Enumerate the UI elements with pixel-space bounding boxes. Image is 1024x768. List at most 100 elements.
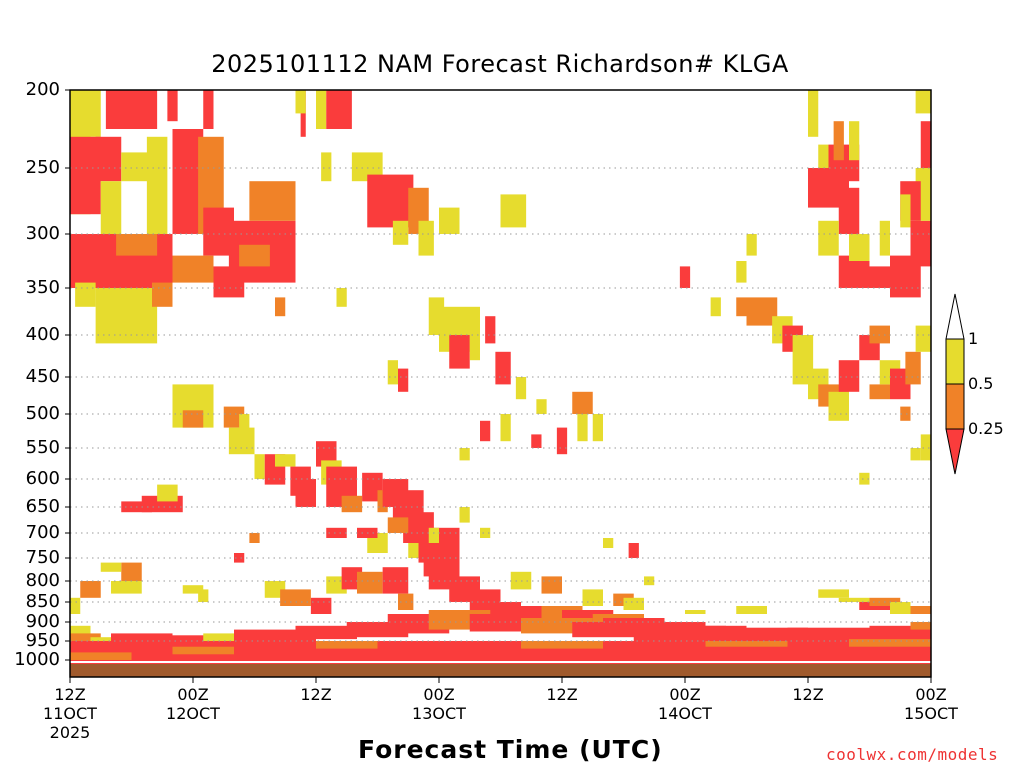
- heatmap-cell: [736, 297, 747, 317]
- y-tick-label: 850: [25, 591, 60, 612]
- heatmap-cell: [572, 391, 593, 414]
- heatmap-cell: [121, 562, 142, 581]
- heatmap-cell: [849, 234, 870, 261]
- heatmap-cell: [469, 330, 480, 361]
- heatmap-cell: [387, 360, 398, 385]
- x-tick-label-line: 15OCT: [904, 704, 958, 723]
- heatmap-cell: [500, 414, 511, 442]
- x-tick-label: 00Z 12OCT: [153, 685, 233, 723]
- heatmap-cell: [357, 571, 383, 594]
- heatmap-cell: [849, 121, 860, 161]
- heatmap-cell: [833, 121, 844, 161]
- heatmap-cell: [254, 454, 265, 479]
- heatmap-cell: [167, 90, 178, 122]
- surface-line: [70, 661, 931, 663]
- x-tick-label-line: 13OCT: [412, 704, 466, 723]
- surface-band: [70, 664, 931, 677]
- heatmap-cells: [70, 90, 931, 677]
- heatmap-cell: [100, 181, 122, 234]
- heatmap-cell: [828, 391, 849, 421]
- heatmap-cell: [382, 567, 409, 594]
- y-tick-label: 250: [25, 157, 60, 178]
- heatmap-cell: [95, 136, 122, 182]
- x-tick-label: 00Z 14OCT: [645, 685, 725, 723]
- heatmap-cell: [111, 581, 142, 594]
- colorbar-label: 1: [968, 329, 979, 348]
- heatmap-cell: [367, 174, 414, 228]
- heatmap-cell: [213, 266, 245, 298]
- x-tick-label-line: 12Z: [300, 685, 332, 704]
- x-tick-label-line: 12Z: [54, 685, 86, 704]
- heatmap-cell: [439, 207, 460, 234]
- heatmap-cell: [736, 606, 767, 614]
- heatmap-cell: [705, 629, 808, 643]
- heatmap-cell: [685, 610, 706, 614]
- y-tick-label: 200: [25, 79, 60, 100]
- heatmap-cell: [623, 597, 644, 610]
- credit-link[interactable]: coolwx.com/models: [826, 745, 999, 764]
- x-tick-label: 12Z: [522, 685, 602, 704]
- y-tick-label: 1000: [14, 649, 60, 670]
- x-tick-label-line: 12OCT: [166, 704, 220, 723]
- heatmap-cell: [459, 448, 470, 461]
- heatmap-cell: [418, 543, 439, 563]
- heatmap-cell: [531, 434, 542, 448]
- heatmap-cell: [316, 641, 378, 649]
- heatmap-cell: [915, 325, 931, 352]
- heatmap-cell: [321, 152, 332, 182]
- x-tick-label-line: 00Z: [177, 685, 209, 704]
- heatmap-cell: [387, 517, 409, 533]
- heatmap-cell: [905, 351, 921, 385]
- heatmap-cell: [70, 633, 101, 641]
- x-tick-label: 12Z 11OCT 2025: [30, 685, 110, 742]
- heatmap-cell: [249, 181, 296, 221]
- colorbar-segment: [945, 338, 965, 385]
- heatmap-cell: [910, 220, 931, 267]
- heatmap-cell: [341, 495, 363, 513]
- y-tick-label: 550: [25, 437, 60, 458]
- heatmap-cell: [336, 288, 347, 307]
- heatmap-cell: [818, 220, 839, 256]
- heatmap-cell: [182, 585, 204, 594]
- heatmap-cell: [249, 533, 260, 543]
- heatmap-cell: [536, 399, 547, 414]
- heatmap-cell: [105, 90, 158, 129]
- colorbar-bottom-arrow: [945, 428, 965, 475]
- heatmap-cell: [577, 414, 588, 442]
- heatmap-cell: [592, 414, 603, 442]
- x-axis-title: Forecast Time (UTC): [358, 735, 663, 764]
- heatmap-cell: [838, 597, 870, 602]
- x-tick-label: 12Z: [276, 685, 356, 704]
- heatmap-cell: [392, 220, 409, 245]
- chart-title: 2025101112 NAM Forecast Richardson# KLGA: [211, 50, 789, 78]
- heatmap-cell: [326, 90, 352, 129]
- y-tick-label: 750: [25, 547, 60, 568]
- heatmap-cell: [746, 234, 757, 256]
- heatmap-cell: [736, 261, 747, 283]
- heatmap-cell: [633, 625, 726, 641]
- x-tick-label-line: 14OCT: [658, 704, 712, 723]
- heatmap-cell: [408, 543, 419, 558]
- heatmap-cell: [910, 606, 931, 614]
- heatmap-cell: [521, 641, 603, 649]
- heatmap-cell: [879, 220, 890, 256]
- heatmap-cell: [275, 454, 296, 467]
- heatmap-cell: [710, 297, 721, 317]
- heatmap-cell: [808, 90, 819, 137]
- heatmap-cell: [910, 622, 931, 632]
- colorbar-segment: [945, 383, 965, 430]
- x-tick-label-line: 2025: [49, 723, 91, 742]
- heatmap-cell: [679, 266, 691, 288]
- heatmap-cell: [428, 527, 439, 543]
- colorbar-top-arrow: [945, 293, 965, 340]
- y-tick-label: 650: [25, 496, 60, 517]
- x-tick-label-line: 00Z: [669, 685, 701, 704]
- heatmap-cell: [572, 622, 644, 638]
- heatmap-cell: [644, 576, 655, 586]
- heatmap-cell: [316, 90, 327, 129]
- heatmap-cell: [280, 589, 311, 606]
- x-tick-label-line: 00Z: [423, 685, 455, 704]
- heatmap-cell: [172, 646, 234, 655]
- heatmap-cell: [146, 136, 168, 234]
